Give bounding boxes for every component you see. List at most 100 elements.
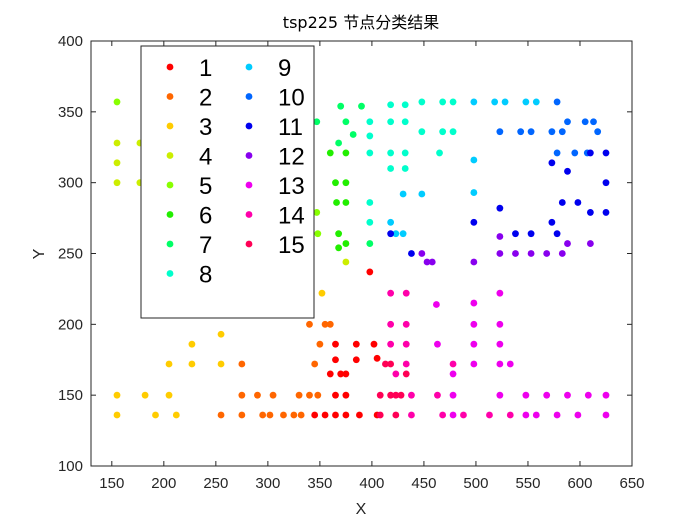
legend-entry: 14	[278, 203, 305, 230]
data-point	[314, 391, 322, 399]
x-tick-label: 250	[203, 475, 228, 492]
data-point	[238, 411, 246, 419]
data-point	[602, 411, 610, 419]
series-4	[113, 139, 350, 266]
data-point	[434, 340, 441, 348]
data-point	[401, 118, 409, 126]
data-point	[387, 340, 395, 348]
data-point	[439, 98, 447, 106]
data-point	[558, 128, 566, 136]
data-point	[586, 149, 594, 157]
x-tick-label: 150	[99, 475, 124, 492]
data-point	[342, 149, 350, 157]
legend-entry: 2	[199, 85, 212, 112]
data-point	[449, 370, 457, 378]
y-tick-label: 200	[58, 316, 83, 333]
data-point	[373, 354, 381, 362]
data-point	[387, 165, 395, 172]
legend-marker	[166, 63, 174, 71]
data-point	[387, 360, 395, 368]
data-point	[470, 340, 478, 348]
x-tick-label: 600	[567, 475, 592, 492]
data-point	[188, 360, 196, 368]
data-point	[512, 230, 519, 238]
legend-marker	[166, 211, 174, 218]
x-tick-label: 650	[619, 475, 644, 492]
data-point	[543, 391, 551, 399]
data-point	[496, 233, 504, 240]
data-point	[311, 411, 319, 419]
data-point	[418, 128, 426, 136]
series-10	[496, 98, 602, 157]
series-13	[433, 289, 610, 419]
data-point	[342, 370, 350, 378]
data-point	[522, 98, 530, 106]
data-point	[366, 218, 374, 226]
data-point	[434, 391, 441, 399]
data-point	[558, 250, 566, 257]
series-14	[387, 289, 514, 419]
data-point	[527, 230, 535, 238]
data-point	[574, 411, 582, 419]
data-point	[358, 102, 365, 110]
data-point	[496, 360, 504, 368]
data-point	[449, 411, 457, 419]
data-point	[564, 240, 571, 247]
legend-marker	[166, 122, 174, 130]
series-12	[418, 233, 594, 266]
legend-marker	[245, 152, 253, 159]
data-point	[366, 132, 374, 140]
data-point	[408, 391, 415, 399]
data-point	[470, 299, 478, 307]
legend-marker	[166, 270, 174, 277]
data-point	[387, 320, 395, 328]
x-axis-label: X	[356, 501, 367, 518]
data-point	[332, 356, 339, 364]
data-point	[408, 411, 415, 419]
data-point	[564, 391, 571, 399]
data-point	[584, 391, 592, 399]
data-point	[113, 139, 121, 147]
legend-entry: 3	[199, 114, 212, 141]
x-tick-label: 200	[151, 475, 176, 492]
x-tick-label: 400	[359, 475, 384, 492]
data-point	[387, 118, 395, 126]
data-point	[496, 289, 504, 297]
y-axis-label: Y	[31, 248, 48, 259]
data-point	[436, 149, 443, 157]
data-point	[326, 370, 334, 378]
y-tick-label: 100	[58, 458, 83, 475]
data-point	[321, 411, 329, 419]
data-point	[387, 218, 395, 226]
legend-entry: 8	[199, 262, 212, 289]
data-point	[553, 230, 561, 238]
data-point	[387, 230, 395, 238]
legend-marker	[245, 63, 253, 71]
x-tick-label: 350	[307, 475, 332, 492]
data-point	[113, 391, 121, 399]
data-point	[470, 218, 478, 226]
data-point	[238, 391, 246, 399]
data-point	[217, 360, 225, 368]
data-point	[543, 250, 551, 257]
data-point	[332, 411, 339, 419]
series-2	[217, 320, 334, 419]
data-point	[332, 391, 339, 399]
data-point	[602, 391, 610, 399]
data-point	[418, 250, 426, 257]
legend-marker	[166, 240, 174, 248]
legend-entry: 12	[278, 144, 305, 171]
data-point	[392, 411, 400, 419]
data-point	[392, 230, 400, 238]
y-tick-label: 350	[58, 104, 83, 121]
data-point	[266, 411, 274, 419]
legend-marker	[166, 181, 174, 189]
chart-title: tsp225 节点分类结果	[283, 13, 439, 32]
data-point	[428, 258, 436, 266]
data-point	[496, 204, 504, 212]
data-point	[342, 118, 350, 126]
data-point	[548, 128, 556, 136]
legend-entry: 9	[278, 55, 291, 82]
